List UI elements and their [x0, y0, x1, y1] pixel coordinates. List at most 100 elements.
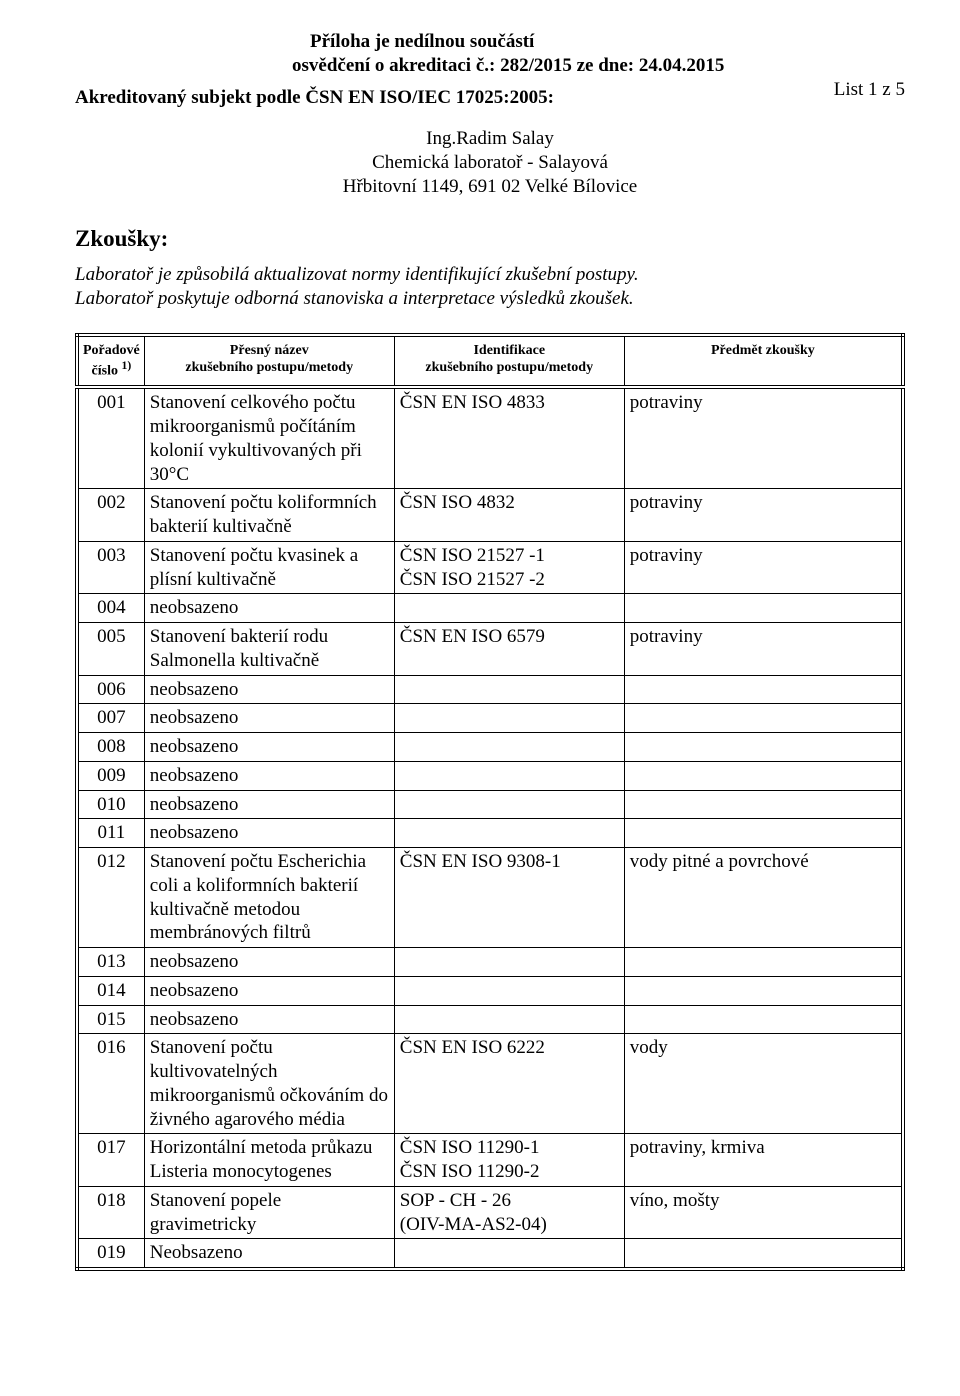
cell-identification: [394, 675, 624, 704]
cell-identification: [394, 1005, 624, 1034]
cell-subject: potraviny, krmiva: [624, 1134, 903, 1187]
table-row: 018Stanovení popele gravimetrickySOP - C…: [77, 1186, 903, 1239]
table-row: 011neobsazeno: [77, 819, 903, 848]
cell-number: 018: [77, 1186, 144, 1239]
lab-name: Chemická laboratoř - Salayová: [75, 151, 905, 175]
table-row: 009neobsazeno: [77, 761, 903, 790]
company-name: Ing.Radim Salay: [75, 127, 905, 151]
col-header-method: Přesný název zkušebního postupu/metody: [144, 335, 394, 388]
document-header: Příloha je nedílnou součástí osvědčení o…: [75, 30, 905, 109]
cell-identification: ČSN ISO 4832: [394, 489, 624, 542]
cell-number: 012: [77, 848, 144, 948]
cell-identification: ČSN EN ISO 6579: [394, 623, 624, 676]
cell-identification: [394, 704, 624, 733]
note-line-2: Laboratoř poskytuje odborná stanoviska a…: [75, 287, 905, 311]
cell-method: Horizontální metoda průkazu Listeria mon…: [144, 1134, 394, 1187]
cell-number: 002: [77, 489, 144, 542]
cell-subject: [624, 1239, 903, 1269]
cell-subject: [624, 675, 903, 704]
cell-method: Neobsazeno: [144, 1239, 394, 1269]
cell-identification: ČSN EN ISO 9308-1: [394, 848, 624, 948]
section-notes: Laboratoř je způsobilá aktualizovat norm…: [75, 263, 905, 311]
cell-identification: [394, 761, 624, 790]
cell-identification: ČSN ISO 21527 -1ČSN ISO 21527 -2: [394, 541, 624, 594]
cell-method: Stanovení bakterií rodu Salmonella kulti…: [144, 623, 394, 676]
table-header-row: Pořadové číslo 1) Přesný název zkušebníh…: [77, 335, 903, 388]
cell-number: 013: [77, 948, 144, 977]
cell-subject: [624, 704, 903, 733]
cell-method: neobsazeno: [144, 704, 394, 733]
cell-method: neobsazeno: [144, 976, 394, 1005]
cell-number: 014: [77, 976, 144, 1005]
cell-number: 010: [77, 790, 144, 819]
cell-number: 008: [77, 733, 144, 762]
col-header-number: Pořadové číslo 1): [77, 335, 144, 388]
tests-section-title: Zkoušky:: [75, 225, 905, 254]
cell-identification: [394, 594, 624, 623]
cell-subject: [624, 819, 903, 848]
cell-method: Stanovení počtu koliformních bakterií ku…: [144, 489, 394, 542]
table-row: 003Stanovení počtu kvasinek a plísní kul…: [77, 541, 903, 594]
cell-identification: [394, 948, 624, 977]
cell-number: 001: [77, 387, 144, 489]
table-row: 019Neobsazeno: [77, 1239, 903, 1269]
cell-identification: [394, 819, 624, 848]
cell-identification: [394, 790, 624, 819]
cell-method: Stanovení celkového počtu mikroorganismů…: [144, 387, 394, 489]
cell-number: 006: [77, 675, 144, 704]
cell-method: neobsazeno: [144, 761, 394, 790]
cell-method: Stanovení počtu kvasinek a plísní kultiv…: [144, 541, 394, 594]
cell-method: neobsazeno: [144, 948, 394, 977]
cell-subject: [624, 790, 903, 819]
cell-identification: [394, 976, 624, 1005]
cell-number: 019: [77, 1239, 144, 1269]
table-body: 001Stanovení celkového počtu mikroorgani…: [77, 387, 903, 1269]
cell-method: neobsazeno: [144, 594, 394, 623]
cell-number: 003: [77, 541, 144, 594]
table-row: 006neobsazeno: [77, 675, 903, 704]
cell-number: 007: [77, 704, 144, 733]
cell-method: neobsazeno: [144, 733, 394, 762]
cell-subject: [624, 733, 903, 762]
cell-method: Stanovení počtu Escherichia coli a kolif…: [144, 848, 394, 948]
company-address: Hřbitovní 1149, 691 02 Velké Bílovice: [75, 175, 905, 199]
header-line2: osvědčení o akreditaci č.: 282/2015 ze d…: [75, 54, 724, 78]
cell-number: 009: [77, 761, 144, 790]
cell-method: neobsazeno: [144, 819, 394, 848]
cell-identification: ČSN EN ISO 6222: [394, 1034, 624, 1134]
cell-number: 011: [77, 819, 144, 848]
cell-subject: [624, 948, 903, 977]
table-row: 013neobsazeno: [77, 948, 903, 977]
table-row: 008neobsazeno: [77, 733, 903, 762]
table-row: 001Stanovení celkového počtu mikroorgani…: [77, 387, 903, 489]
cell-subject: potraviny: [624, 489, 903, 542]
cell-method: neobsazeno: [144, 790, 394, 819]
cell-subject: potraviny: [624, 541, 903, 594]
cell-number: 015: [77, 1005, 144, 1034]
cell-method: neobsazeno: [144, 1005, 394, 1034]
cell-number: 005: [77, 623, 144, 676]
page-number: List 1 z 5: [834, 78, 905, 102]
table-row: 004neobsazeno: [77, 594, 903, 623]
cell-method: neobsazeno: [144, 675, 394, 704]
table-row: 010neobsazeno: [77, 790, 903, 819]
cell-identification: SOP - CH - 26(OIV-MA-AS2-04): [394, 1186, 624, 1239]
cell-number: 004: [77, 594, 144, 623]
table-row: 017Horizontální metoda průkazu Listeria …: [77, 1134, 903, 1187]
cell-identification: [394, 1239, 624, 1269]
cell-number: 016: [77, 1034, 144, 1134]
cell-method: Stanovení popele gravimetricky: [144, 1186, 394, 1239]
table-row: 012Stanovení počtu Escherichia coli a ko…: [77, 848, 903, 948]
cell-identification: ČSN ISO 11290-1ČSN ISO 11290-2: [394, 1134, 624, 1187]
cell-subject: vody: [624, 1034, 903, 1134]
cell-number: 017: [77, 1134, 144, 1187]
header-line1: Příloha je nedílnou součástí: [75, 30, 905, 54]
cell-subject: potraviny: [624, 623, 903, 676]
cell-subject: [624, 1005, 903, 1034]
table-row: 015neobsazeno: [77, 1005, 903, 1034]
table-row: 014neobsazeno: [77, 976, 903, 1005]
table-row: 016Stanovení počtu kultivovatelných mikr…: [77, 1034, 903, 1134]
tests-table: Pořadové číslo 1) Přesný název zkušebníh…: [75, 333, 905, 1271]
cell-subject: [624, 594, 903, 623]
cell-identification: ČSN EN ISO 4833: [394, 387, 624, 489]
